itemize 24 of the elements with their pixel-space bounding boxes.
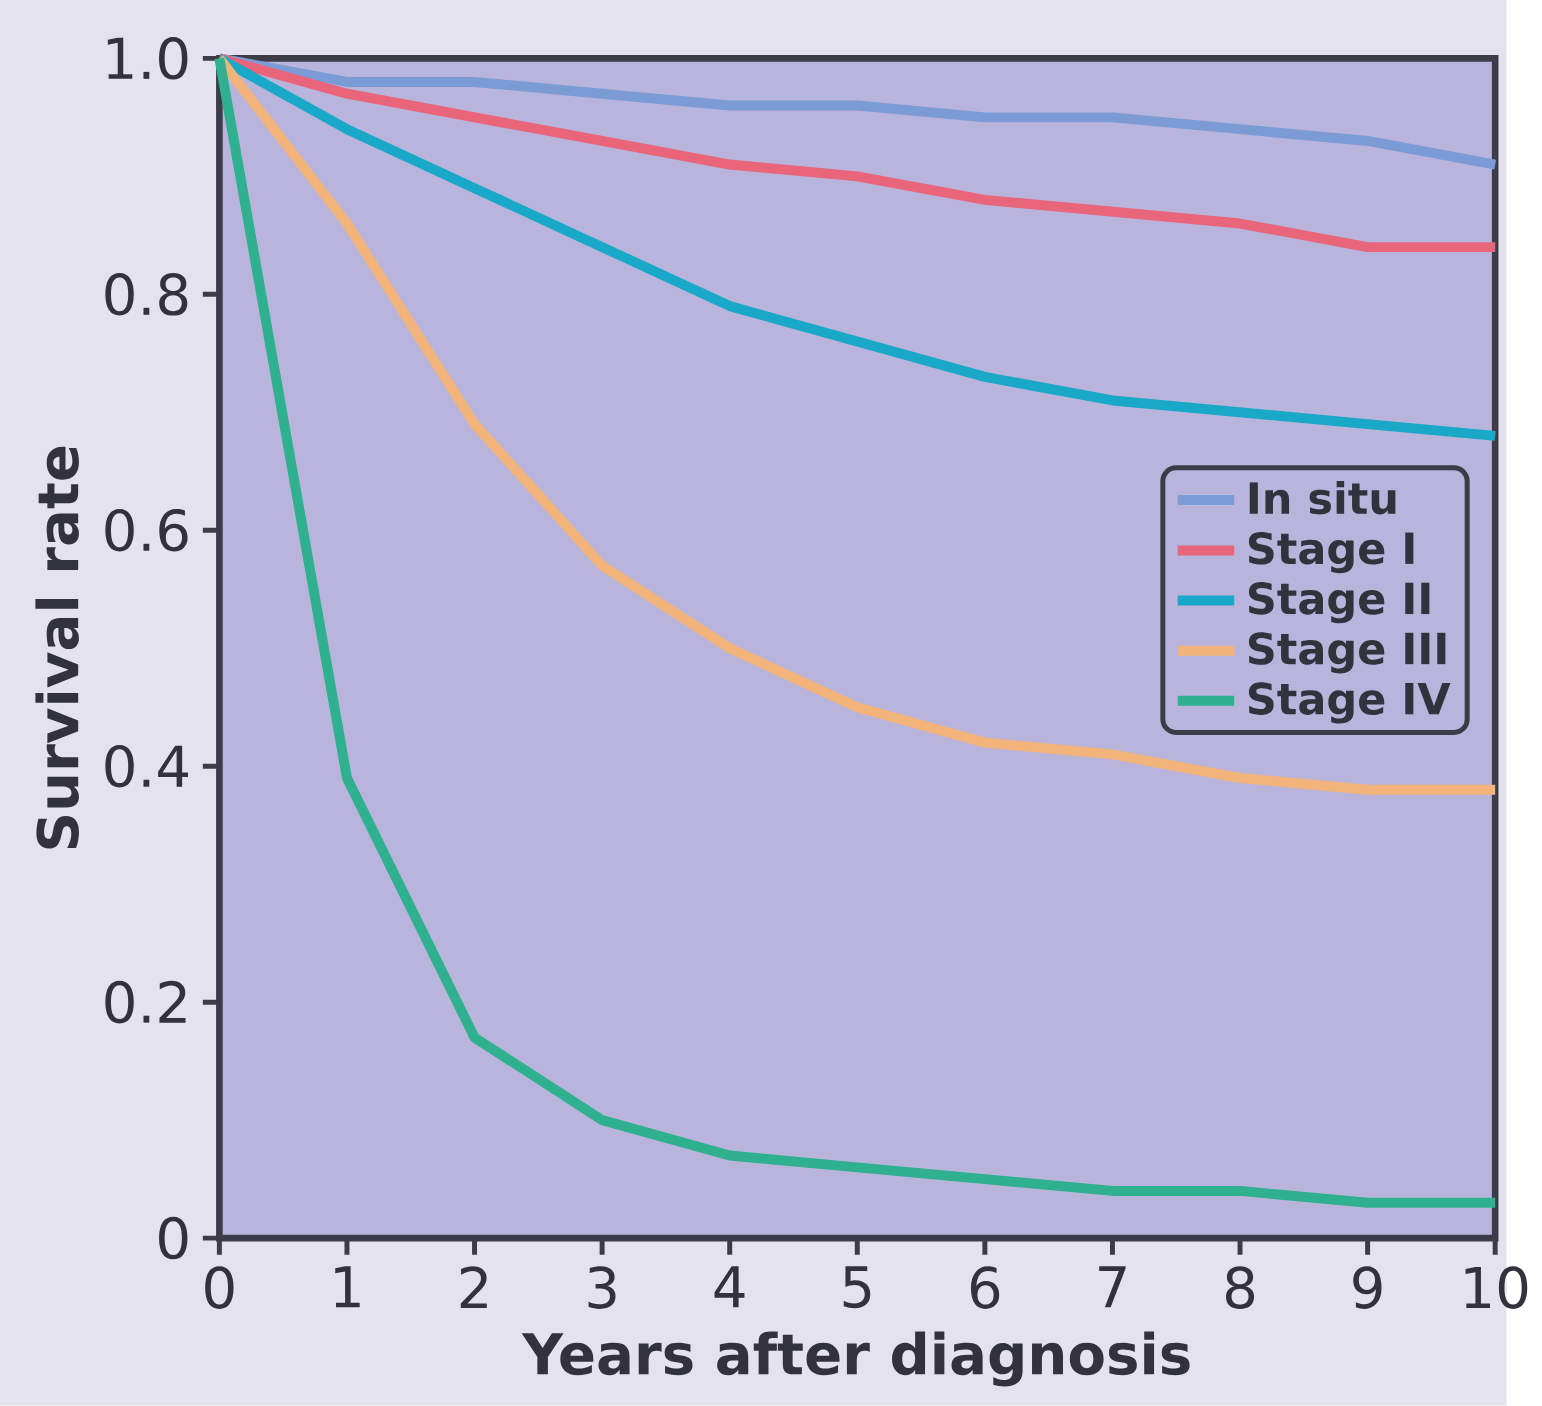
x-tick-label: 1 <box>335 1266 360 1308</box>
x-tick-label: 8 <box>1225 1266 1255 1310</box>
y-axis-title: Survival rate <box>35 446 79 849</box>
x-tick-label: 0 <box>205 1266 234 1310</box>
x-tick-label: 7 <box>1099 1266 1126 1308</box>
legend-label: Stage I <box>1248 532 1414 574</box>
legend-label: In situ <box>1249 481 1396 515</box>
x-tick-label: 9 <box>1353 1266 1382 1310</box>
legend-label: Stage III <box>1248 632 1446 674</box>
x-tick-label: 3 <box>588 1266 616 1310</box>
y-tick-label: 0.6 <box>105 509 188 552</box>
x-axis-title: Years after diagnosis <box>521 1331 1190 1387</box>
x-tick-label: 10 <box>1465 1266 1528 1310</box>
y-tick-label: 0.8 <box>105 273 188 316</box>
y-tick-label: 0 <box>159 1216 188 1260</box>
y-tick-label: 0.4 <box>105 745 188 788</box>
x-tick-label: 4 <box>714 1266 745 1308</box>
x-tick-label: 6 <box>970 1266 1000 1310</box>
x-tick-label: 5 <box>843 1266 871 1309</box>
x-tick-label: 2 <box>460 1266 487 1309</box>
legend-label: Stage II <box>1248 582 1430 624</box>
legend-label: Stage IV <box>1248 682 1451 724</box>
y-tick-label: 1.0 <box>107 37 188 80</box>
y-tick-label: 0.2 <box>105 981 186 1024</box>
